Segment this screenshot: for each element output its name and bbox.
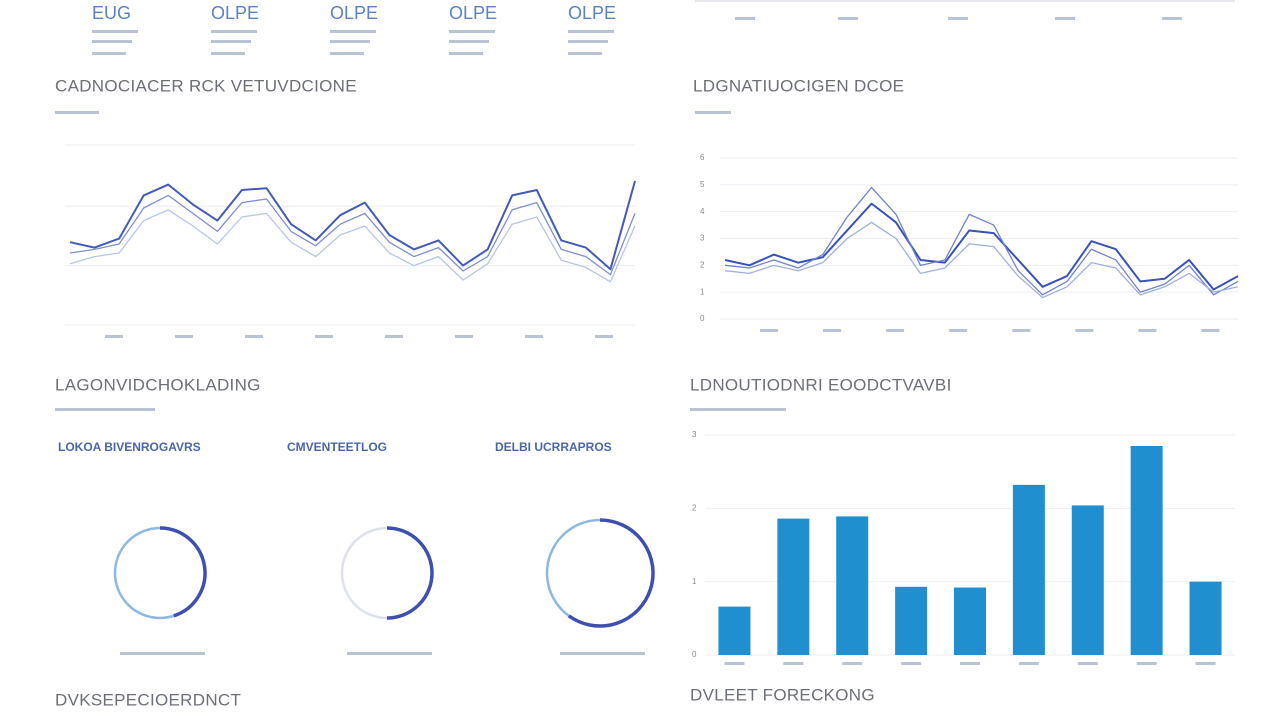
placeholder-text — [211, 52, 245, 55]
kpi-value: OLPE — [568, 3, 616, 23]
kpi-value: OLPE — [211, 3, 259, 23]
placeholder-text — [525, 335, 543, 338]
panel-title: LAGONVIDCHOKLADING — [55, 375, 261, 394]
donut-arc — [567, 518, 655, 628]
bar — [836, 516, 869, 655]
y-tick-label: 2 — [700, 260, 705, 269]
placeholder-text — [449, 30, 495, 33]
placeholder-text — [385, 335, 403, 338]
placeholder-text — [823, 329, 842, 332]
placeholder-text — [842, 662, 863, 665]
donut-title: LOKOA BIVENROGAVRS — [58, 440, 201, 454]
donut-arc — [386, 526, 434, 620]
series-line — [724, 202, 1239, 291]
y-tick-label: 1 — [692, 577, 697, 586]
y-tick-label: 5 — [700, 180, 705, 189]
placeholder-text — [960, 662, 980, 665]
placeholder-text — [330, 40, 370, 43]
placeholder-text — [948, 17, 968, 20]
donut-title: CMVENTEETLOG — [287, 440, 387, 454]
placeholder-text — [175, 335, 193, 338]
placeholder-text — [949, 329, 968, 332]
placeholder-text — [735, 17, 755, 20]
y-tick-label: 0 — [692, 650, 697, 659]
placeholder-text — [449, 40, 489, 43]
placeholder-text — [315, 335, 333, 338]
placeholder-text — [92, 52, 126, 55]
placeholder-text — [568, 52, 602, 55]
bar — [895, 586, 928, 655]
placeholder-text — [1138, 329, 1157, 332]
placeholder-text — [724, 662, 745, 665]
y-tick-label: 0 — [700, 314, 705, 323]
bar — [1012, 484, 1045, 655]
placeholder-text — [92, 30, 138, 33]
bar — [718, 606, 751, 655]
y-tick-label: 4 — [700, 207, 705, 216]
y-tick-label: 3 — [692, 430, 697, 439]
y-tick-label: 3 — [700, 234, 705, 243]
placeholder-text — [211, 30, 257, 33]
placeholder-text — [886, 329, 905, 332]
placeholder-text — [760, 329, 778, 332]
placeholder-text — [449, 52, 483, 55]
panel-title: LDGNATIUOCIGEN DCOE — [693, 76, 904, 95]
donut-arc — [159, 526, 207, 618]
placeholder-text — [55, 111, 99, 114]
placeholder-text — [695, 111, 731, 114]
series-line — [69, 194, 636, 276]
placeholder-text — [1077, 662, 1098, 665]
placeholder-text — [330, 52, 364, 55]
placeholder-text — [568, 30, 614, 33]
series-line — [724, 186, 1239, 296]
placeholder-text — [1136, 662, 1157, 665]
placeholder-text — [595, 335, 613, 338]
donut-title: DELBI UCRRAPROS — [495, 440, 612, 454]
panel-title: DVKSEPECIOERDNCT — [55, 690, 241, 709]
placeholder-text — [330, 30, 376, 33]
placeholder-text — [92, 40, 132, 43]
placeholder-text — [901, 662, 922, 665]
placeholder-text — [1075, 329, 1094, 332]
y-tick-label: 1 — [700, 287, 705, 296]
placeholder-text — [1162, 17, 1182, 20]
series-line — [69, 209, 636, 283]
kpi-value: OLPE — [449, 3, 497, 23]
panel-title: CADNOCIACER RCK VETUVDCIONE — [55, 76, 357, 95]
placeholder-text — [1195, 662, 1216, 665]
placeholder-text — [55, 408, 155, 411]
placeholder-text — [568, 40, 608, 43]
kpi-value: OLPE — [330, 3, 378, 23]
kpi-value: EUG — [92, 3, 131, 23]
placeholder-text — [783, 662, 804, 665]
bar — [1189, 581, 1222, 655]
y-tick-label: 2 — [692, 503, 697, 512]
bar — [1130, 446, 1163, 655]
placeholder-text — [1012, 329, 1031, 332]
bar — [1071, 505, 1104, 655]
placeholder-text — [455, 335, 473, 338]
placeholder-text — [347, 652, 432, 655]
placeholder-text — [838, 17, 858, 20]
bar — [954, 587, 986, 655]
bar — [777, 518, 810, 655]
series-line — [724, 221, 1239, 299]
placeholder-text — [120, 652, 205, 655]
placeholder-text — [690, 408, 786, 411]
placeholder-text — [1018, 662, 1039, 665]
panel-title: LDNOUTIODNRI EOODCTVAVBI — [690, 375, 952, 394]
placeholder-text — [105, 335, 123, 338]
placeholder-text — [1055, 17, 1075, 20]
placeholder-text — [560, 652, 645, 655]
panel-title: DVLEET FORECKONG — [690, 685, 875, 704]
placeholder-text — [245, 335, 263, 338]
placeholder-text — [211, 40, 251, 43]
placeholder-text — [1201, 329, 1220, 332]
y-tick-label: 6 — [700, 153, 705, 162]
series-line — [69, 180, 636, 271]
